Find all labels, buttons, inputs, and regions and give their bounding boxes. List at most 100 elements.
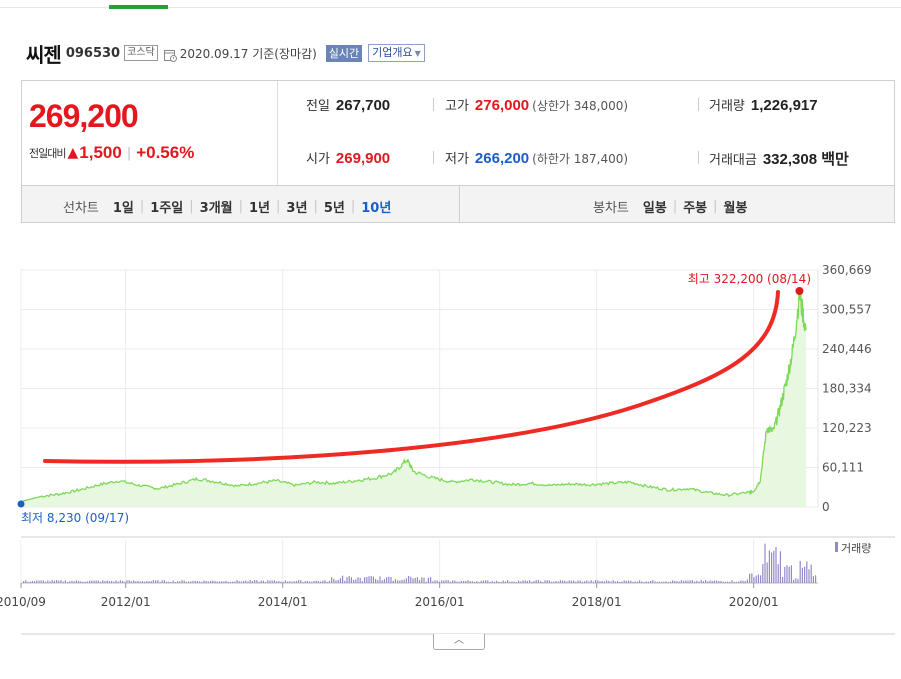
y-tick-label: 120,223 (822, 421, 872, 435)
x-tick-label: 2018/01 (572, 595, 622, 609)
candle-weekly[interactable]: 주봉 (683, 201, 708, 216)
volume-bar (643, 582, 645, 583)
volume-bar (350, 577, 352, 583)
up-triangle-icon: ▲ (67, 145, 79, 161)
volume-bar (812, 576, 814, 583)
volume-bar (678, 581, 680, 583)
volume-bar (166, 581, 168, 583)
volume-bar (192, 580, 194, 583)
amount-label: 거래대금 (709, 153, 757, 168)
volume-bar (280, 581, 282, 583)
candle-daily[interactable]: 일봉 (642, 201, 667, 216)
volume-bar (584, 581, 586, 583)
volume-bar (630, 580, 632, 583)
volume-bar (636, 581, 638, 583)
high-value: 276,000 (474, 97, 530, 114)
volume-bar (421, 577, 423, 583)
volume-bar (368, 576, 370, 583)
volume-bar (291, 581, 293, 583)
volume-bar (504, 581, 506, 583)
volume-bar (645, 581, 647, 583)
volume-bar (555, 581, 557, 583)
volume-bar (210, 580, 212, 583)
volume-bar (652, 580, 654, 583)
volume-bar (269, 580, 271, 583)
y-tick-label: 180,334 (822, 382, 872, 396)
volume-bar (67, 582, 69, 583)
volume-bar (469, 581, 471, 583)
company-overview-dropdown[interactable]: 기업개요 ▼ (368, 44, 425, 62)
high-price: 고가 276,000 (상한가 348,000) (445, 95, 628, 114)
volume-bar (34, 581, 36, 583)
volume-bar (89, 580, 91, 583)
stock-name: 씨젠 (26, 42, 62, 67)
max-price-annotation: 최고 322,200 (08/14) (688, 272, 811, 286)
x-tick-label: 2010/09 (0, 595, 46, 609)
volume-bar (801, 567, 803, 583)
volume: 거래량 1,226,917 (709, 95, 818, 114)
period-1d[interactable]: 1일 (112, 201, 134, 216)
volume-bar (689, 580, 691, 583)
realtime-button[interactable]: 실시간 (325, 44, 363, 62)
volume-bar (82, 581, 84, 583)
volume-bar (258, 581, 260, 583)
volume-bar (474, 581, 476, 583)
volume-bars (23, 543, 817, 583)
volume-bar (309, 581, 311, 583)
volume-bar (377, 579, 379, 583)
top-tab-line (0, 7, 901, 8)
price-chart[interactable]: 최고 322,200 (08/14) 최저 8,230 (09/17) 360,… (0, 230, 901, 679)
volume-bar (201, 581, 203, 583)
volume-bar (225, 580, 227, 583)
volume-bar (188, 581, 190, 583)
period-5y[interactable]: 5년 (323, 201, 345, 216)
volume-bar (599, 581, 601, 583)
volume-bar (100, 581, 102, 583)
x-tick-label: 2012/01 (101, 595, 151, 609)
volume-bar (315, 580, 317, 583)
volume-bar (476, 581, 478, 583)
volume-bar (718, 581, 720, 583)
volume-bar (606, 580, 608, 583)
volume-bar (254, 580, 256, 583)
candle-monthly[interactable]: 월봉 (723, 201, 748, 216)
volume-bar (773, 550, 775, 583)
volume-bar (487, 580, 489, 583)
volume-bar (507, 580, 509, 583)
volume-bar (108, 581, 110, 583)
volume-bar (23, 581, 25, 583)
volume-bar (124, 581, 126, 583)
volume-bar (641, 581, 643, 583)
volume-bar (579, 580, 581, 583)
volume-bar (71, 580, 73, 583)
volume-bar (491, 581, 493, 583)
volume-legend-label: 거래량 (841, 542, 871, 555)
volume-bar (146, 581, 148, 583)
period-3m[interactable]: 3개월 (199, 201, 233, 216)
volume-bar (434, 580, 436, 583)
volume-bar (139, 581, 141, 583)
volume-bar (216, 581, 218, 583)
lower-limit: (하한가 187,400) (532, 152, 629, 166)
volume-bar (619, 582, 621, 583)
volume-bar (511, 581, 513, 583)
volume-bar (150, 581, 152, 583)
volume-bar (410, 576, 412, 583)
period-1w[interactable]: 1주일 (150, 201, 184, 216)
volume-bar (394, 579, 396, 583)
top-tab-active-indicator[interactable] (109, 5, 168, 9)
volume-bar (489, 581, 491, 583)
volume-bar (381, 580, 383, 583)
volume-bar (610, 581, 612, 583)
divider (698, 98, 699, 111)
period-1y[interactable]: 1년 (249, 201, 271, 216)
volume-bar (47, 580, 49, 583)
period-3y[interactable]: 3년 (286, 201, 308, 216)
volume-bar (27, 581, 29, 583)
low-label: 저가 (445, 152, 469, 167)
volume-bar (762, 564, 764, 583)
period-10y[interactable]: 10년 (361, 201, 392, 216)
volume-bar (141, 581, 143, 583)
collapse-chart-button[interactable]: ︿ (433, 634, 485, 650)
volume-bar (482, 580, 484, 583)
